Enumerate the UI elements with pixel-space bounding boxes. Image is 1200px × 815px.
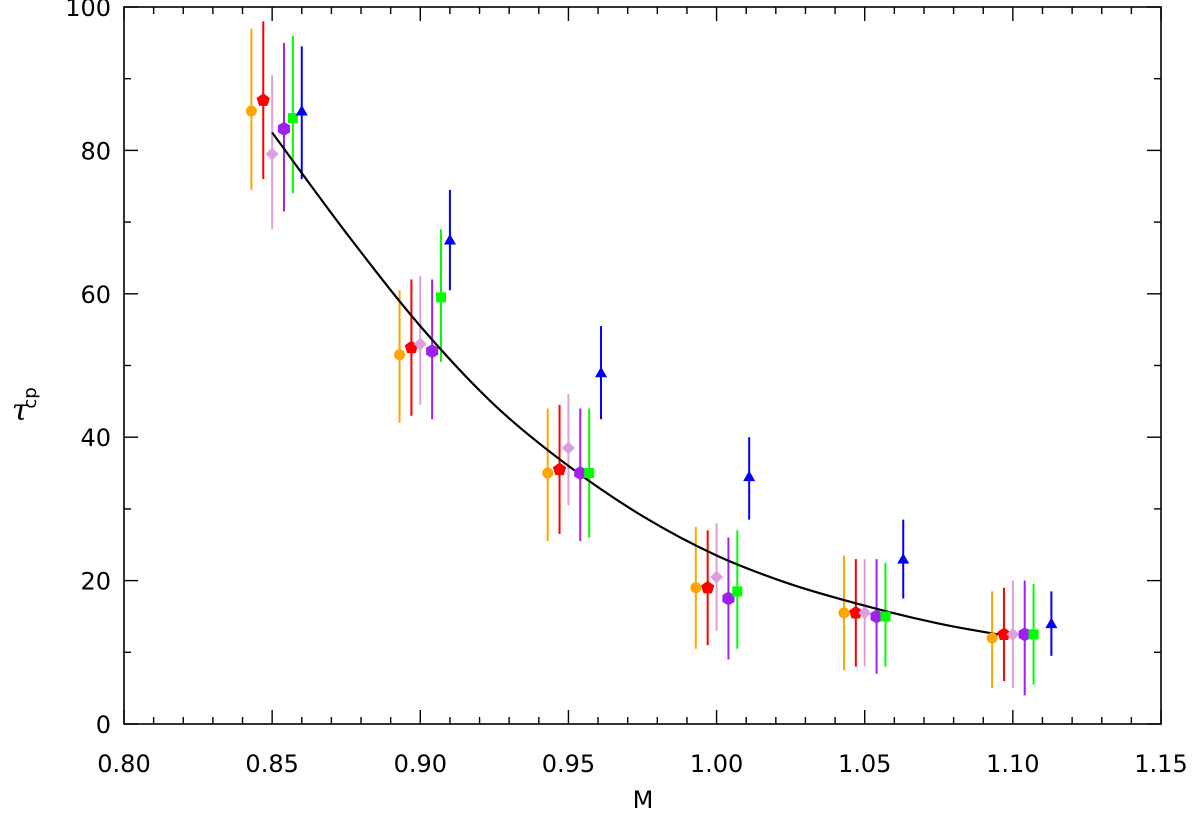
plum-diamonds-point bbox=[561, 441, 575, 455]
green-squares-point bbox=[880, 611, 891, 622]
x-tick-label: 0.90 bbox=[394, 750, 447, 778]
y-tick-label: 60 bbox=[80, 281, 111, 309]
plum-diamonds-point bbox=[858, 606, 872, 620]
red-pentagons-point bbox=[997, 627, 1011, 640]
x-tick-label: 0.85 bbox=[245, 750, 298, 778]
purple-hexagons-point bbox=[870, 609, 883, 624]
purple-hexagons-point bbox=[574, 466, 587, 481]
y-axis-title-subscript: cp bbox=[20, 387, 41, 408]
green-squares-point bbox=[287, 113, 298, 124]
blue-triangles-point bbox=[897, 553, 910, 564]
x-tick-label: 1.10 bbox=[986, 750, 1039, 778]
orange-circles-point bbox=[245, 105, 257, 117]
orange-circles-point bbox=[542, 467, 554, 479]
blue-triangles-point bbox=[295, 105, 308, 116]
ticks bbox=[123, 6, 1162, 725]
blue-triangles-point bbox=[595, 366, 608, 378]
plum-diamonds-point bbox=[413, 337, 427, 351]
x-tick-label: 1.00 bbox=[690, 750, 743, 778]
purple-hexagons-point bbox=[1018, 627, 1031, 642]
fit-curve-group bbox=[271, 131, 999, 636]
green-squares-point bbox=[1028, 629, 1039, 640]
red-pentagons-point bbox=[849, 605, 863, 619]
red-pentagons-point bbox=[552, 462, 567, 476]
plum-diamonds-point bbox=[1006, 627, 1020, 641]
purple-hexagons-point bbox=[277, 121, 291, 136]
y-tick-labels: 0 20 40 60 80 100 bbox=[65, 0, 111, 739]
orange-circles-point bbox=[394, 349, 406, 361]
x-tick-label: 1.05 bbox=[838, 750, 891, 778]
x-axis-title: M bbox=[633, 786, 654, 814]
purple-hexagons-point bbox=[426, 344, 439, 359]
green-squares-point bbox=[584, 468, 595, 479]
red-pentagons-point bbox=[701, 580, 715, 594]
y-tick-label: 0 bbox=[96, 711, 111, 739]
x-tick-label: 1.15 bbox=[1134, 750, 1187, 778]
red-pentagons-point bbox=[256, 93, 270, 106]
green-squares-point bbox=[436, 292, 447, 303]
data-markers bbox=[245, 93, 1058, 644]
plot-frame bbox=[123, 6, 1162, 725]
y-axis-title: τ cp bbox=[12, 387, 41, 428]
error-bars bbox=[250, 21, 1053, 696]
blue-triangles-point bbox=[743, 470, 756, 482]
y-tick-label: 40 bbox=[80, 424, 111, 452]
green-squares-point bbox=[732, 586, 743, 597]
blue-triangles-point bbox=[1045, 617, 1058, 629]
y-tick-label: 80 bbox=[80, 137, 111, 165]
orange-circles-point bbox=[986, 632, 998, 644]
x-tick-labels: 0.80 0.85 0.90 0.95 1.00 1.05 1.10 1.15 bbox=[97, 750, 1187, 778]
fit-curve bbox=[271, 131, 999, 636]
y-tick-label: 100 bbox=[65, 0, 111, 22]
plum-diamonds-point bbox=[710, 570, 724, 584]
purple-hexagons-point bbox=[722, 591, 735, 606]
plum-diamonds-point bbox=[265, 147, 279, 161]
axes-frame bbox=[123, 6, 1162, 725]
orange-circles-point bbox=[690, 582, 702, 594]
orange-circles-point bbox=[838, 607, 850, 619]
x-tick-label: 0.80 bbox=[97, 750, 150, 778]
y-axis-title-symbol: τ bbox=[12, 393, 29, 428]
x-tick-label: 0.95 bbox=[542, 750, 595, 778]
blue-triangles-point bbox=[443, 234, 456, 245]
y-tick-label: 20 bbox=[80, 568, 111, 596]
